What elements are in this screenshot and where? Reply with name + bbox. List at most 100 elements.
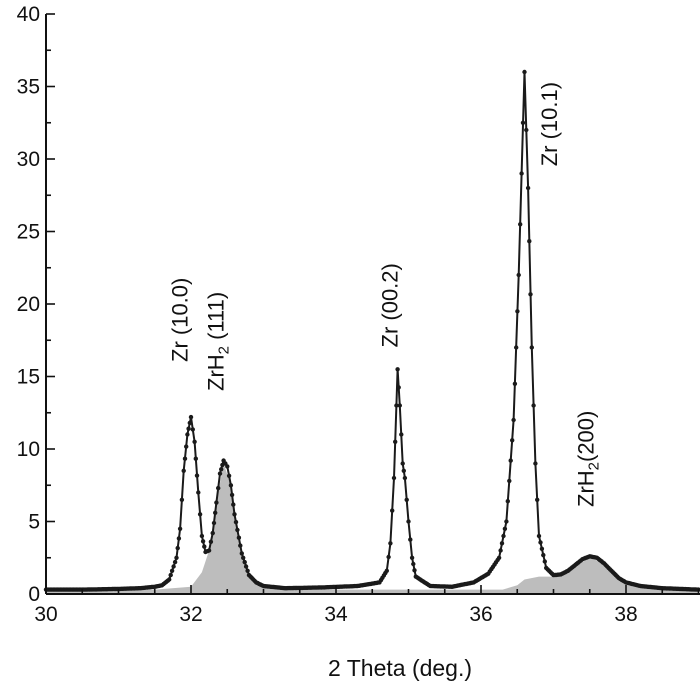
data-point: [196, 490, 201, 495]
data-point: [412, 568, 417, 573]
data-point: [529, 345, 534, 350]
data-point: [245, 568, 250, 573]
data-point: [512, 381, 518, 386]
data-point: [507, 478, 512, 484]
data-point: [219, 467, 224, 472]
data-point: [177, 526, 183, 531]
data-point: [239, 551, 244, 556]
y-tick-label: 15: [17, 366, 40, 389]
data-point: [535, 497, 540, 502]
data-point: [395, 367, 400, 372]
y-tick-label: 35: [17, 76, 40, 99]
data-point: [216, 485, 221, 491]
data-point: [384, 568, 389, 573]
data-point: [202, 544, 207, 549]
data-point: [172, 559, 178, 565]
data-point: [393, 439, 398, 444]
data-point: [397, 403, 402, 408]
data-point: [194, 473, 200, 478]
data-point: [411, 561, 416, 567]
plot-area: [43, 69, 700, 594]
peak-label: ZrH2(200): [573, 411, 602, 507]
data-point: [182, 456, 188, 461]
data-point: [232, 512, 237, 517]
data-point: [229, 492, 235, 498]
data-point: [199, 533, 205, 539]
data-point: [496, 555, 502, 560]
data-point: [524, 127, 529, 133]
ticks: 30 32 34 36 38 0 5 10 15 20 25 30 35 40: [17, 3, 700, 626]
data-point: [499, 541, 505, 546]
data-point: [519, 171, 524, 176]
peak-label: Zr (10.0): [167, 278, 192, 362]
data-point: [515, 309, 520, 314]
data-point: [518, 222, 523, 227]
data-point: [213, 510, 218, 515]
data-point: [225, 464, 230, 469]
data-point: [538, 540, 543, 545]
data-point: [510, 438, 515, 443]
data-point: [528, 292, 533, 297]
data-point: [525, 185, 531, 191]
data-point: [185, 432, 190, 437]
data-point: [181, 468, 186, 473]
data-point: [169, 568, 175, 573]
data-point: [192, 439, 197, 444]
y-tick-label: 0: [28, 583, 40, 606]
y-tick-label: 10: [17, 438, 40, 461]
x-tick-label: 34: [324, 603, 348, 626]
x-tick-label: 32: [179, 603, 202, 626]
data-point: [394, 403, 399, 408]
data-point: [200, 539, 206, 544]
data-point: [511, 417, 516, 423]
data-point: [235, 527, 240, 533]
annotations: Zr (10.0) ZrH2 (111) Zr (00.2) Zr (10.1) ZrH…: [167, 82, 602, 507]
y-tick-label: 40: [17, 3, 40, 26]
data-point: [514, 345, 519, 350]
data-point: [399, 432, 404, 437]
data-point: [520, 120, 526, 126]
data-point: [539, 546, 545, 551]
data-point: [168, 572, 173, 578]
data-point: [242, 559, 247, 565]
data-point: [505, 499, 510, 504]
data-point: [197, 512, 203, 517]
data-point: [401, 468, 406, 473]
y-tick-label: 20: [17, 293, 40, 316]
data-point: [501, 533, 506, 539]
data-point: [188, 414, 194, 420]
data-point: [388, 541, 393, 546]
data-point: [206, 548, 212, 553]
data-point: [233, 519, 239, 525]
data-point: [508, 458, 513, 463]
data-point: [208, 539, 214, 544]
data-point: [236, 535, 242, 540]
data-point: [210, 530, 215, 536]
data-point: [174, 555, 179, 560]
y-tick-label: 25: [17, 221, 40, 244]
peak-label: Zr (00.2): [378, 263, 403, 347]
data-point: [409, 555, 415, 560]
data-point: [522, 69, 527, 75]
data-point: [400, 461, 405, 466]
data-point: [541, 552, 546, 558]
data-point: [390, 508, 395, 513]
data-point: [502, 526, 508, 531]
data-point: [190, 427, 195, 432]
data-point: [402, 475, 408, 481]
data-point: [179, 497, 185, 502]
data-point: [516, 272, 521, 278]
data-point: [391, 475, 397, 481]
data-point: [533, 461, 538, 466]
data-point: [241, 555, 246, 560]
data-point: [527, 239, 532, 244]
peak-label: ZrH2 (111): [204, 292, 233, 391]
data-point: [184, 444, 189, 449]
data-point: [167, 577, 172, 582]
data-point: [238, 543, 243, 548]
data-point: [176, 536, 182, 541]
data-point: [404, 497, 409, 502]
x-tick-label: 36: [469, 603, 492, 626]
data-point: [498, 548, 503, 553]
